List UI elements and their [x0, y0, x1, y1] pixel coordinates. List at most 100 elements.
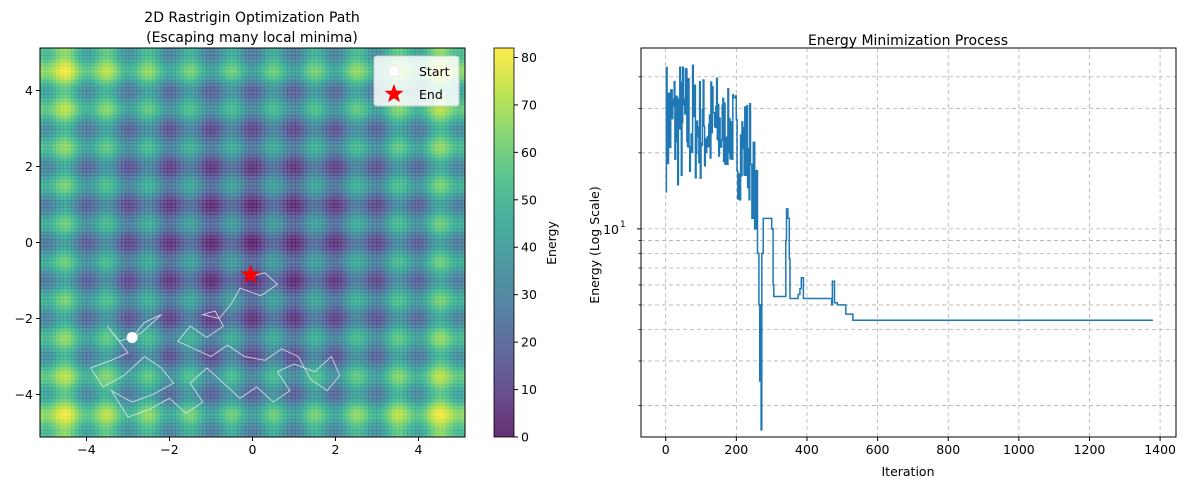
heatmap-cell	[171, 334, 176, 339]
heatmap-cell	[136, 221, 142, 226]
heatmap-cell	[163, 323, 169, 328]
heatmap-cell	[94, 200, 99, 205]
heatmap-cell	[67, 104, 72, 109]
heatmap-cell	[70, 376, 76, 382]
heatmap-cell	[132, 398, 138, 403]
heatmap-cell	[202, 58, 207, 63]
heatmap-cell	[186, 178, 192, 183]
heatmap-cell	[148, 132, 153, 138]
heatmap-cell	[144, 108, 149, 113]
heatmap-cell	[121, 157, 126, 162]
heatmap-cell	[167, 228, 172, 233]
heatmap-cell	[186, 362, 192, 367]
heatmap-cell	[186, 125, 192, 130]
heatmap-cell	[40, 224, 45, 229]
heatmap-cell	[94, 391, 99, 396]
heatmap-cell	[82, 217, 87, 222]
heatmap-cell	[59, 164, 64, 169]
heatmap-cell	[117, 129, 122, 134]
heatmap-cell	[97, 394, 103, 399]
heatmap-cell	[101, 376, 107, 382]
heatmap-cell	[51, 323, 57, 328]
heatmap-cell	[152, 69, 157, 74]
heatmap-cell	[210, 224, 215, 229]
heatmap-cell	[105, 108, 111, 113]
heatmap-cell	[51, 260, 57, 265]
heatmap-cell	[70, 161, 76, 166]
heatmap-cell	[43, 178, 49, 183]
heatmap-cell	[148, 415, 153, 420]
heatmap-cell	[136, 253, 142, 258]
heatmap-cell	[47, 306, 53, 311]
heatmap-cell	[82, 150, 87, 155]
heatmap-cell	[152, 72, 157, 77]
heatmap-cell	[148, 369, 153, 374]
heatmap-cell	[182, 260, 188, 265]
heatmap-cell	[105, 267, 111, 272]
heatmap-cell	[194, 129, 200, 134]
heatmap-cell	[121, 101, 126, 106]
heatmap-cell	[155, 69, 161, 74]
heatmap-cell	[190, 380, 196, 385]
heatmap-cell	[105, 292, 111, 297]
heatmap-cell	[128, 192, 134, 198]
heatmap-cell	[94, 394, 99, 399]
heatmap-cell	[140, 157, 145, 162]
heatmap-cell	[105, 288, 111, 293]
heatmap-cell	[128, 150, 134, 155]
heatmap-cell	[163, 316, 169, 321]
heatmap-cell	[194, 383, 200, 389]
heatmap-cell	[128, 175, 134, 180]
heatmap-cell	[163, 168, 169, 173]
heatmap-cell	[171, 154, 176, 159]
heatmap-cell	[78, 58, 84, 63]
heatmap-cell	[210, 118, 215, 123]
heatmap-cell	[43, 55, 49, 60]
heatmap-cell	[163, 55, 169, 60]
heatmap-cell	[82, 196, 87, 201]
heatmap-cell	[206, 104, 211, 109]
heatmap-cell	[198, 292, 203, 297]
heatmap-cell	[78, 337, 84, 343]
heatmap-cell	[202, 295, 207, 300]
heatmap-cell	[40, 136, 45, 141]
heatmap-cell	[90, 228, 95, 233]
heatmap-cell	[82, 426, 87, 431]
heatmap-cell	[132, 147, 138, 152]
heatmap-cell	[132, 408, 138, 413]
heatmap-cell	[179, 164, 184, 169]
heatmap-cell	[94, 72, 99, 77]
heatmap-cell	[194, 157, 200, 162]
heatmap-cell	[167, 65, 172, 70]
heatmap-cell	[152, 242, 157, 247]
heatmap-cell	[43, 115, 49, 120]
heatmap-cell	[78, 221, 84, 226]
heatmap-cell	[105, 433, 111, 437]
heatmap-cell	[40, 433, 45, 437]
heatmap-cell	[175, 58, 180, 63]
heatmap-cell	[152, 104, 157, 109]
heatmap-cell	[194, 253, 200, 258]
heatmap-cell	[167, 51, 172, 56]
heatmap-cell	[121, 299, 126, 304]
heatmap-cell	[121, 383, 126, 389]
heatmap-cell	[109, 345, 115, 350]
heatmap-cell	[82, 345, 87, 350]
heatmap-cell	[144, 143, 149, 148]
heatmap-cell	[198, 380, 203, 385]
heatmap-cell	[152, 433, 157, 437]
heatmap-cell	[213, 330, 219, 336]
heatmap-cell	[51, 242, 57, 247]
heatmap-cell	[144, 221, 149, 226]
heatmap-cell	[194, 302, 200, 307]
heatmap-cell	[144, 55, 149, 60]
heatmap-cell	[113, 246, 118, 251]
heatmap-cell	[198, 224, 203, 229]
heatmap-cell	[155, 154, 161, 159]
heatmap-cell	[198, 231, 203, 237]
heatmap-cell	[140, 415, 145, 420]
heatmap-cell	[148, 143, 153, 148]
heatmap-cell	[63, 316, 68, 321]
heatmap-cell	[186, 327, 192, 332]
heatmap-cell	[47, 433, 53, 437]
